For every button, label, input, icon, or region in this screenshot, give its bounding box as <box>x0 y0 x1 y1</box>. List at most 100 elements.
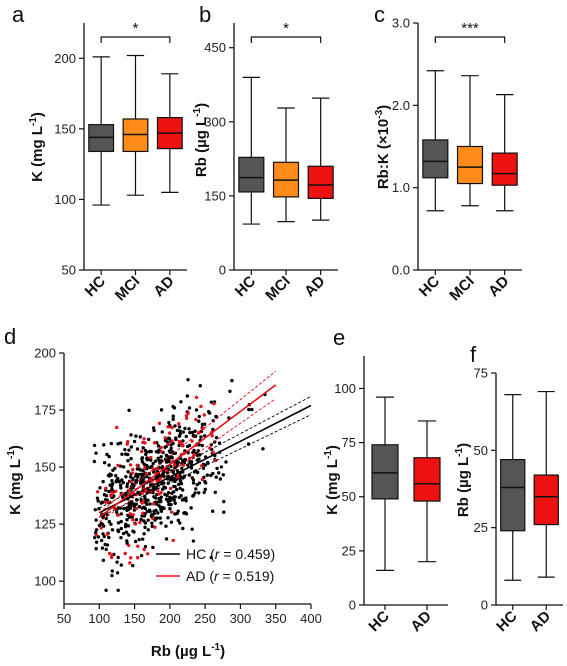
panel-d-point-hc <box>129 503 133 508</box>
panel-d-point-hc <box>145 509 150 514</box>
panel-d-point-hc <box>162 481 166 485</box>
panel-d-y-tick-label: 100 <box>34 574 56 589</box>
panel-d-point-hc <box>169 464 173 469</box>
panel-d-point-hc <box>193 429 197 433</box>
panel-d-point-hc <box>121 465 126 469</box>
panel-d-point-ad <box>166 442 171 446</box>
panel-c-cat-label: MCI <box>446 273 477 304</box>
panel-d-point-hc <box>137 505 142 509</box>
panel-d-point-hc <box>222 499 226 504</box>
panel-b-cat-label: MCI <box>262 273 293 304</box>
panel-d-point-ad <box>115 425 119 430</box>
panel-e-y-tick-label: 0 <box>349 598 356 613</box>
panel-d-point-hc <box>199 435 203 439</box>
panel-d-point-hc <box>217 471 221 475</box>
panel-d-point-hc <box>161 506 165 510</box>
panel-c-sig-label: *** <box>461 20 479 37</box>
panel-b-y-tick-label: 0 <box>219 263 226 278</box>
panel-d-point-hc <box>126 524 131 528</box>
panel-f-y-tick-label: 50 <box>474 443 488 458</box>
panel-d-point-ad <box>202 413 206 417</box>
panel-d-point-hc <box>146 437 151 442</box>
panel-d-point-hc <box>101 479 105 484</box>
panel-d-point-hc <box>96 535 101 539</box>
panel-d-point-ad <box>134 506 139 511</box>
panel-d-point-ad <box>155 466 160 471</box>
panel-d-point-hc <box>160 464 165 469</box>
panel-d-point-hc <box>152 428 156 433</box>
panel-d-point-hc <box>169 446 173 451</box>
panel-d-point-hc <box>96 499 100 503</box>
panel-d-letter: d <box>4 324 16 349</box>
panel-d-point-hc <box>164 497 169 501</box>
panel-d-point-hc <box>100 500 105 505</box>
panel-d-point-hc <box>186 463 190 467</box>
panel-d-point-hc <box>135 447 140 451</box>
panel-d-point-hc <box>126 459 130 463</box>
panel-d-point-hc <box>169 502 173 507</box>
panel-b-y-label-text: Rb (µg L-1) <box>192 103 210 177</box>
panel-d-point-hc <box>148 502 152 506</box>
panel-a-y-tick-label: 50 <box>62 263 76 278</box>
panel-d-point-hc <box>169 449 173 454</box>
panel-c-box-HC <box>422 139 449 179</box>
panel-d-point-hc <box>99 521 104 526</box>
panel-a-cat-label-wrap: HC <box>82 273 109 300</box>
panel-d-point-hc <box>177 425 182 429</box>
panel-d-point-hc <box>159 495 164 499</box>
panel-d-point-ad <box>94 533 98 537</box>
panel-d-point-hc <box>230 378 234 383</box>
panel-d-point-hc <box>179 400 183 404</box>
panel-d-point-hc <box>107 520 112 524</box>
panel-d-point-hc <box>119 486 123 490</box>
panel-d-point-hc <box>184 499 188 503</box>
panel-d-point-hc <box>200 422 205 427</box>
panel-d-point-ad <box>159 449 163 454</box>
panel-d-point-hc <box>170 491 174 496</box>
panel-d-point-hc <box>99 538 104 543</box>
panel-d-point-ad <box>201 426 205 431</box>
panel-f: f 0 25 50 75 HC AD <box>470 342 563 635</box>
panel-d-point-ad <box>169 510 174 514</box>
panel-d-point-ad <box>141 499 145 504</box>
panel-d-point-hc <box>150 524 154 529</box>
panel-d-point-hc <box>126 470 130 474</box>
panel-d-point-ad <box>170 425 174 430</box>
panel-d-point-ad <box>177 422 181 426</box>
panel-d-point-hc <box>187 406 192 410</box>
panel-d-point-hc <box>185 394 190 398</box>
panel-d-point-hc <box>110 479 114 483</box>
panel-d-point-hc <box>191 494 195 498</box>
panel-d-point-hc <box>105 543 110 547</box>
panel-d-point-ad <box>136 544 140 548</box>
panel-d-point-hc <box>94 451 98 455</box>
panel-d-point-hc <box>156 511 160 515</box>
panel-d-point-hc <box>152 509 156 513</box>
panel-d-point-hc <box>129 456 133 461</box>
panel-d-point-ad <box>199 464 204 468</box>
panel-d-point-hc <box>201 466 206 471</box>
panel-d-point-hc <box>166 436 171 440</box>
panel-c: c 0.0 1.0 2.0 3.0 HC MCI AD *** <box>374 2 522 304</box>
panel-d-point-ad <box>151 516 155 521</box>
panel-e-cat-label: AD <box>407 608 434 635</box>
panel-d-point-hc <box>145 474 149 479</box>
panel-f-y-label-text: Rb (µg L-1) <box>454 443 472 517</box>
panel-d-point-hc <box>146 518 150 522</box>
panel-d-point-hc <box>134 434 138 438</box>
panel-d-point-hc <box>94 540 99 544</box>
panel-b-cat-label-wrap: MCI <box>262 273 293 304</box>
panel-d-point-hc <box>139 553 144 558</box>
panel-d-point-hc <box>181 526 185 531</box>
panel-d-point-hc <box>118 441 123 445</box>
panel-d-point-hc <box>184 512 189 516</box>
panel-d-point-hc <box>180 466 184 470</box>
panel-d-point-ad <box>110 553 114 557</box>
panel-d-y-tick-label: 175 <box>34 403 56 418</box>
panel-d-point-hc <box>205 473 210 477</box>
panel-d-point-hc <box>221 473 225 477</box>
panel-d-point-hc <box>92 443 97 448</box>
panel-d-point-hc <box>156 483 160 488</box>
panel-d-point-hc <box>105 452 109 457</box>
